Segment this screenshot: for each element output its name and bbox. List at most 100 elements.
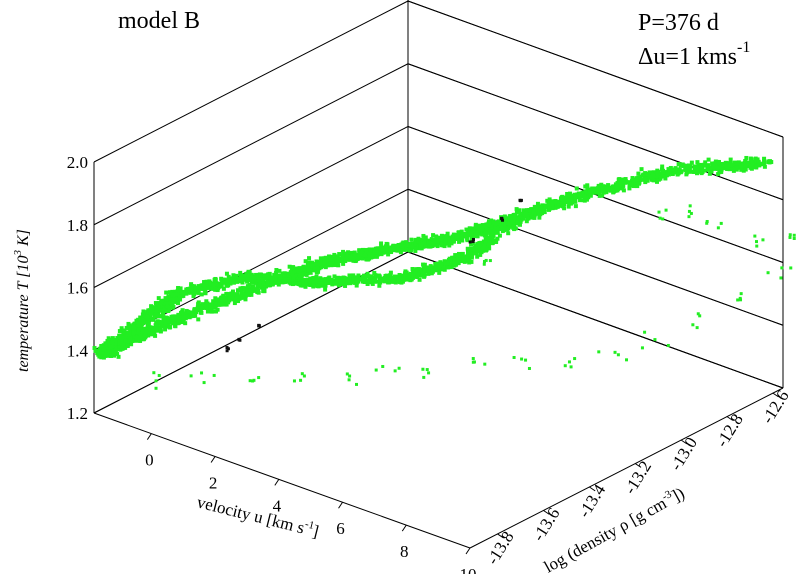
green-point [487, 220, 492, 225]
green-point [249, 292, 254, 297]
green-point [240, 280, 245, 285]
green-point [527, 366, 531, 370]
green-point [103, 352, 108, 357]
green-point [427, 241, 432, 246]
green-point [153, 310, 158, 315]
green-point [320, 282, 325, 287]
green-point [146, 321, 151, 326]
green-point [222, 302, 227, 307]
green-point [344, 253, 349, 258]
green-point [452, 260, 457, 265]
green-point [677, 168, 682, 173]
green-point [146, 308, 151, 313]
green-point [585, 185, 590, 190]
green-point [177, 288, 182, 293]
green-point [282, 274, 287, 279]
green-point [753, 234, 757, 238]
green-point [484, 258, 488, 262]
green-point [331, 256, 336, 261]
green-point [374, 254, 379, 259]
green-point [748, 163, 753, 168]
y-tick-label: -13.6 [529, 504, 564, 544]
green-point [367, 275, 372, 280]
green-point [670, 167, 675, 172]
green-point [115, 351, 120, 356]
green-point [651, 173, 656, 178]
green-point [166, 294, 171, 299]
green-point [164, 290, 169, 295]
green-point [401, 240, 406, 245]
green-point [508, 216, 513, 221]
green-point [556, 201, 561, 206]
green-point [490, 227, 495, 232]
green-point [623, 180, 628, 185]
green-point [483, 237, 488, 242]
green-point [654, 174, 659, 179]
green-point [117, 329, 122, 334]
green-point [159, 304, 164, 309]
green-point [247, 292, 252, 297]
green-point [346, 250, 351, 255]
green-point [415, 267, 420, 272]
green-point [377, 278, 382, 283]
green-point [401, 277, 406, 282]
green-point [354, 283, 359, 288]
green-point [403, 269, 408, 274]
green-point [211, 282, 216, 287]
z-tick-label: 1.4 [67, 341, 89, 360]
green-point [497, 233, 502, 238]
green-point [500, 227, 505, 232]
green-point [455, 255, 460, 260]
green-point [308, 276, 313, 281]
green-point [162, 318, 167, 323]
green-point [550, 203, 555, 208]
green-point [639, 177, 644, 182]
z-tick-label: 1.6 [67, 279, 88, 298]
green-point [255, 285, 260, 290]
green-point [175, 288, 180, 293]
green-point [262, 273, 267, 278]
green-point [482, 260, 486, 264]
green-point [158, 329, 163, 334]
green-point [573, 194, 578, 199]
x-tick-mark [338, 501, 343, 509]
green-point [348, 374, 352, 378]
green-point [196, 290, 201, 295]
green-point [710, 161, 715, 166]
green-point [150, 326, 155, 331]
green-point [233, 297, 238, 302]
black-series [225, 198, 523, 353]
green-point [431, 233, 436, 238]
green-point [411, 273, 416, 278]
z-grid-left-wall [93, 0, 409, 163]
green-point [292, 379, 296, 383]
green-point [103, 341, 108, 346]
green-point [549, 200, 554, 205]
green-point [383, 245, 388, 250]
green-point [361, 279, 366, 284]
green-point [339, 280, 344, 285]
green-point [170, 295, 175, 300]
green-point [517, 222, 522, 227]
green-point [554, 204, 559, 209]
green-point [467, 259, 472, 264]
green-point [295, 279, 300, 284]
green-point [632, 183, 637, 188]
green-point [527, 208, 532, 213]
x-tick-label: 2 [209, 473, 218, 492]
green-point [158, 301, 163, 306]
x-tick-label: 0 [145, 451, 154, 470]
x-tick-mark [465, 547, 471, 555]
green-point [133, 333, 138, 338]
green-point [621, 183, 626, 188]
green-point [566, 204, 571, 209]
green-point [706, 163, 711, 168]
green-point [107, 342, 112, 347]
green-point [134, 318, 139, 323]
green-point [416, 236, 421, 241]
green-point [654, 179, 659, 184]
green-point [146, 330, 151, 335]
green-point [434, 236, 439, 241]
green-point [243, 297, 248, 302]
green-point [729, 163, 734, 168]
